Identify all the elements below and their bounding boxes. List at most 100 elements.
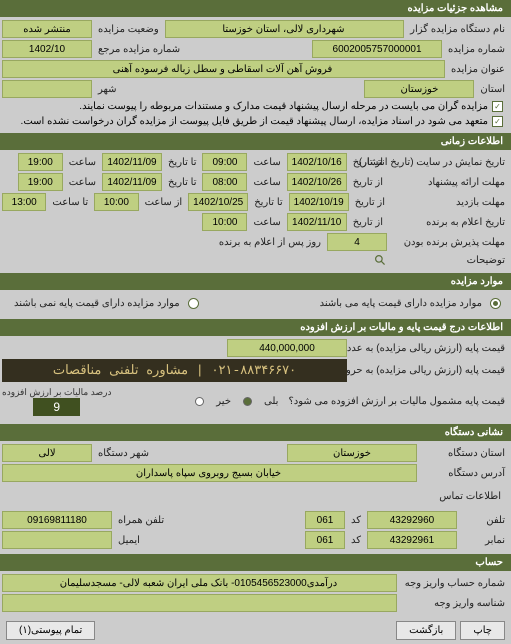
agency-label: نام دستگاه مزایده گزار [406,22,509,37]
hour-label: ساعت [65,155,100,170]
vat-percent-label: درصد مالیات بر ارزش افزوده [2,387,111,398]
visit-from-date: 1402/10/19 [289,193,349,211]
hour-label: ساعت [65,175,100,190]
upload-button[interactable]: تمام پیوستی(۱) [6,621,95,640]
email-label: ایمیل [114,533,144,548]
mobile-field: 09169811180 [2,511,112,529]
account-body: شماره حساب واریز وجه درآمدی0105456523000… [0,571,511,615]
price-body: قیمت پایه (ارزش ریالی مزایده) به عدد 440… [0,336,511,422]
proposal-to-date: 1402/11/09 [102,173,162,191]
details-header: مشاهده جزئیات مزایده [0,0,511,17]
radio-yes[interactable] [243,397,252,406]
base-num-field: 440,000,000 [227,339,347,357]
radio-without-base[interactable] [188,298,199,309]
hour-label: ساعت [249,215,284,230]
checkbox-icon: ✓ [492,116,503,127]
code2-field: 061 [305,531,345,549]
subject-field: فروش آهن آلات اسقاطی و سطل زباله فرسوده … [2,60,445,78]
tel-field: 43292960 [367,511,457,529]
account-header: حساب [0,554,511,571]
base-num-label: قیمت پایه (ارزش ریالی مزایده) به عدد [349,341,509,356]
code1-field: 061 [305,511,345,529]
fax-label: نمابر [459,533,509,548]
acc-id-field [2,594,397,612]
agency-city-label: شهر دستگاه [94,446,153,461]
agency-province-label: استان دستگاه [419,446,509,461]
timing-header: اطلاعات زمانی [0,133,511,150]
agency-city-field: لالی [2,444,92,462]
fax-field: 43292961 [367,531,457,549]
visit-label: مهلت بازدید [391,195,509,210]
accept-days-unit: روز پس از اعلام به برنده [215,235,325,250]
proposal-from-date: 1402/10/26 [287,173,347,191]
contact-label: اطلاعات تماس [435,489,505,504]
display-to-time: 19:00 [18,153,63,171]
footer: چاپ بازگشت تمام پیوستی(۱) [0,617,511,644]
search-icon[interactable] [374,254,387,267]
items-header: موارد مزایده [0,273,511,290]
visit-from-time: 10:00 [94,193,138,211]
to-label: تا تاریخ [164,155,201,170]
price-section: اطلاعات درج قیمت پایه و مالیات بر ارزش ا… [0,319,511,422]
ref-field: 1402/10 [2,40,92,58]
email-field [2,531,112,549]
back-button[interactable]: بازگشت [396,621,456,640]
agency-id-body: استان دستگاه خوزستان شهر دستگاه لالی آدر… [0,441,511,552]
from-label: از تاریخ [351,195,389,210]
status-label: وضعیت مزایده [94,22,163,37]
details-body: نام دستگاه مزایده گزار شهرداری لالی، است… [0,17,511,131]
from-label: از تاریخ [349,155,387,170]
display-to-date: 1402/11/09 [102,153,162,171]
to-label: تا تاریخ [164,175,201,190]
proposal-to-time: 19:00 [18,173,63,191]
base-text-label: قیمت پایه (ارزش ریالی مزایده) به حروف [349,363,509,378]
subject-label: عنوان مزایده [447,62,509,77]
visit-to-time: 13:00 [2,193,46,211]
to-label: تا تاریخ [250,195,287,210]
items-section: موارد مزایده موارد مزایده دارای قیمت پای… [0,273,511,317]
display-from-time: 09:00 [202,153,247,171]
note1-row: ✓ مزایده گران می بایست در مرحله ارسال پی… [2,99,509,114]
agency-id-header: نشانی دستگاه [0,424,511,441]
timing-body: تاریخ نمایش در سایت (تاریخ انتشار) از تا… [0,150,511,271]
agency-field: شهرداری لالی، استان خوزستا [165,20,404,38]
price-header: اطلاعات درج قیمت پایه و مالیات بر ارزش ا… [0,319,511,336]
city-field [2,80,92,98]
radio-no[interactable] [195,397,204,406]
address-label: آدرس دستگاه [419,466,509,481]
status-field: منتشر شده [2,20,92,38]
page-container: مشاهده جزئیات مزایده نام دستگاه مزایده گ… [0,0,511,644]
province-field: خوزستان [364,80,474,98]
account-section: حساب شماره حساب واریز وجه درآمدی01054565… [0,554,511,615]
address-field: خیابان بسیج روبروی سپاه پاسداران [2,464,417,482]
opt-with-base: موارد مزایده دارای قیمت پایه می باشند [316,296,486,311]
mobile-label: تلفن همراه [114,513,168,528]
note2-text: متعهد می شود در اسناد مزایده، ارسال پیشن… [21,116,488,127]
price-display: ۰۲۱-۸۸۳۴۶۶۷۰ | مشاوره تلفنی مناقصات [2,359,347,382]
timing-section: اطلاعات زمانی تاریخ نمایش در سایت (تاریخ… [0,133,511,271]
print-button[interactable]: چاپ [460,621,505,640]
note1-text: مزایده گران می بایست در مرحله ارسال پیشن… [79,101,488,112]
from-label: از تاریخ [349,215,387,230]
display-from-date: 1402/10/16 [287,153,347,171]
proposal-from-time: 08:00 [202,173,247,191]
proposal-label: مهلت ارائه پیشنهاد [389,175,509,190]
accept-days: 4 [327,233,387,251]
number-label: شماره مزایده [444,42,509,57]
display-label: تاریخ نمایش در سایت (تاریخ انتشار) [389,155,509,170]
announce-label: تاریخ اعلام به برنده [389,215,509,230]
from-hour-label: از ساعت [141,195,187,210]
note2-row: ✓ متعهد می شود در اسناد مزایده، ارسال پی… [2,114,509,129]
vat-toggle: بلی خیر [195,394,282,409]
radio-with-base[interactable] [490,298,501,309]
code-label: کد [347,513,365,528]
hour-label: ساعت [249,155,284,170]
from-label: از تاریخ [349,175,387,190]
vat-percent: 9 [33,398,80,416]
ref-label: شماره مزایده مرجع [94,42,184,57]
details-section: مشاهده جزئیات مزایده نام دستگاه مزایده گ… [0,0,511,131]
acc-label: شماره حساب واریز وجه [399,576,509,591]
items-body: موارد مزایده دارای قیمت پایه می باشند مو… [0,290,511,317]
desc-label: توضیحات [389,253,509,268]
opt-without-base: موارد مزایده دارای قیمت پایه نمی باشند [10,296,184,311]
